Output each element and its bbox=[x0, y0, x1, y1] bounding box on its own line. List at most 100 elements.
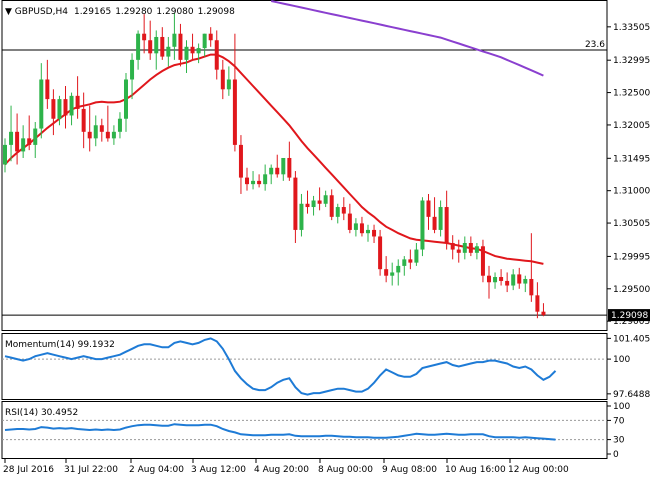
candle-body bbox=[275, 167, 280, 175]
price-tick-label: 1.29005 bbox=[613, 317, 650, 327]
candle-body bbox=[214, 40, 219, 70]
candle-body bbox=[33, 128, 38, 145]
candle-body bbox=[69, 95, 74, 116]
candle-body bbox=[426, 200, 431, 217]
header-triangle: ▼ bbox=[5, 7, 15, 17]
header-open: 1.29165 bbox=[74, 7, 111, 17]
candle-body bbox=[57, 99, 62, 119]
candle-body bbox=[450, 243, 455, 250]
candle-body bbox=[51, 99, 56, 119]
candle-body bbox=[359, 223, 364, 234]
candle-body bbox=[226, 79, 231, 90]
price-tick-label: 1.32995 bbox=[613, 56, 650, 66]
price-axis: 1.33505 1.32995 1.32500 1.32005 1.31495 1.310… bbox=[607, 23, 650, 327]
rsi-line bbox=[4, 423, 556, 441]
candle-body bbox=[329, 195, 334, 217]
time-tick-label: 2 Aug 04:00 bbox=[129, 465, 184, 475]
momentum-panel: 101.4053 100 97.6488 bbox=[2, 334, 650, 400]
candle-body bbox=[529, 278, 534, 296]
candle-body bbox=[372, 229, 377, 237]
momentum-tick-label: 97.6488 bbox=[613, 390, 650, 400]
candle-body bbox=[523, 278, 528, 284]
momentum-tick-label: 100 bbox=[613, 355, 630, 365]
candle-body bbox=[438, 207, 443, 230]
current-price-box bbox=[608, 309, 650, 322]
rsi-tick-label: 70 bbox=[613, 416, 625, 426]
candle-body bbox=[378, 236, 383, 270]
candle-body bbox=[99, 125, 104, 132]
candle-body bbox=[15, 131, 20, 152]
fast-ma-line bbox=[4, 53, 544, 265]
header-high: 1.29280 bbox=[115, 7, 152, 17]
candle-body bbox=[196, 48, 201, 54]
candle-body bbox=[480, 246, 485, 276]
candle-body bbox=[444, 207, 449, 244]
header-close: 1.29098 bbox=[198, 7, 235, 17]
candle-body bbox=[148, 40, 153, 54]
time-tick-label: 9 Aug 08:00 bbox=[382, 465, 437, 475]
candle-body bbox=[154, 36, 159, 54]
momentum-title: Momentum(14) 99.1932 bbox=[5, 340, 115, 350]
candle-body bbox=[263, 174, 268, 185]
candle-body bbox=[208, 33, 213, 41]
candle-body bbox=[136, 33, 141, 60]
candle-body bbox=[124, 79, 128, 119]
price-tick-label: 1.29500 bbox=[613, 285, 650, 295]
candle-body bbox=[130, 59, 135, 80]
candle-body bbox=[432, 216, 437, 230]
candle-body bbox=[517, 274, 522, 284]
candle-body bbox=[257, 180, 262, 185]
candle-body bbox=[366, 229, 370, 234]
candle-body bbox=[474, 246, 479, 253]
slow-ma-line bbox=[270, 0, 544, 77]
candle-body bbox=[178, 33, 183, 60]
fib-level-label: 23.6 bbox=[585, 40, 605, 50]
candle-body bbox=[414, 249, 419, 263]
candle-body bbox=[21, 138, 26, 152]
price-tick-label: 1.33505 bbox=[613, 23, 650, 33]
candle-body bbox=[172, 33, 177, 47]
candle-body bbox=[117, 118, 122, 132]
header-low: 1.29080 bbox=[156, 7, 193, 17]
time-tick-label: 3 Aug 12:00 bbox=[191, 465, 246, 475]
candle-body bbox=[535, 295, 540, 312]
candle-body bbox=[396, 265, 401, 273]
candle-body bbox=[462, 243, 467, 253]
candle-body bbox=[487, 275, 491, 283]
price-tick-label: 1.30505 bbox=[613, 219, 650, 229]
candle-body bbox=[93, 125, 98, 139]
candle-body bbox=[3, 144, 7, 165]
candle-body bbox=[251, 180, 256, 185]
time-tick-label: 28 Jul 2016 bbox=[3, 465, 54, 475]
time-tick-label: 31 Jul 22:00 bbox=[64, 465, 118, 475]
candle-body bbox=[287, 157, 292, 178]
candle-body bbox=[245, 177, 249, 185]
candle-body bbox=[39, 79, 44, 129]
candle-body bbox=[323, 195, 328, 204]
main-panel-frame bbox=[1, 0, 608, 331]
candle-body bbox=[390, 272, 395, 276]
candlesticks bbox=[3, 12, 546, 319]
candle-body bbox=[468, 243, 473, 253]
candle-body bbox=[232, 79, 237, 145]
candle-body bbox=[142, 33, 147, 41]
candle-body bbox=[341, 207, 346, 214]
rsi-title: RSI(14) 30.4952 bbox=[5, 408, 78, 418]
candle-body bbox=[63, 99, 68, 116]
candle-body bbox=[311, 200, 316, 208]
price-tick-label: 1.31000 bbox=[613, 187, 650, 197]
time-tick-label: 12 Aug 00:00 bbox=[508, 465, 569, 475]
momentum-tick-label: 101.4053 bbox=[613, 334, 650, 344]
candle-body bbox=[238, 144, 243, 178]
candle-body bbox=[402, 259, 407, 266]
symbol-header: ▼ GBPUSD,H4 1.29165 1.29280 1.29080 1.29098 bbox=[5, 7, 235, 17]
candle-body bbox=[166, 46, 171, 57]
candle-body bbox=[420, 200, 425, 250]
candle-body bbox=[499, 277, 504, 281]
momentum-line bbox=[4, 337, 557, 396]
candle-body bbox=[111, 131, 116, 139]
candle-body bbox=[305, 203, 310, 208]
candle-body bbox=[75, 95, 80, 109]
rsi-tick-label: 0 bbox=[613, 450, 619, 460]
current-price-value: 1.29098 bbox=[611, 311, 648, 321]
